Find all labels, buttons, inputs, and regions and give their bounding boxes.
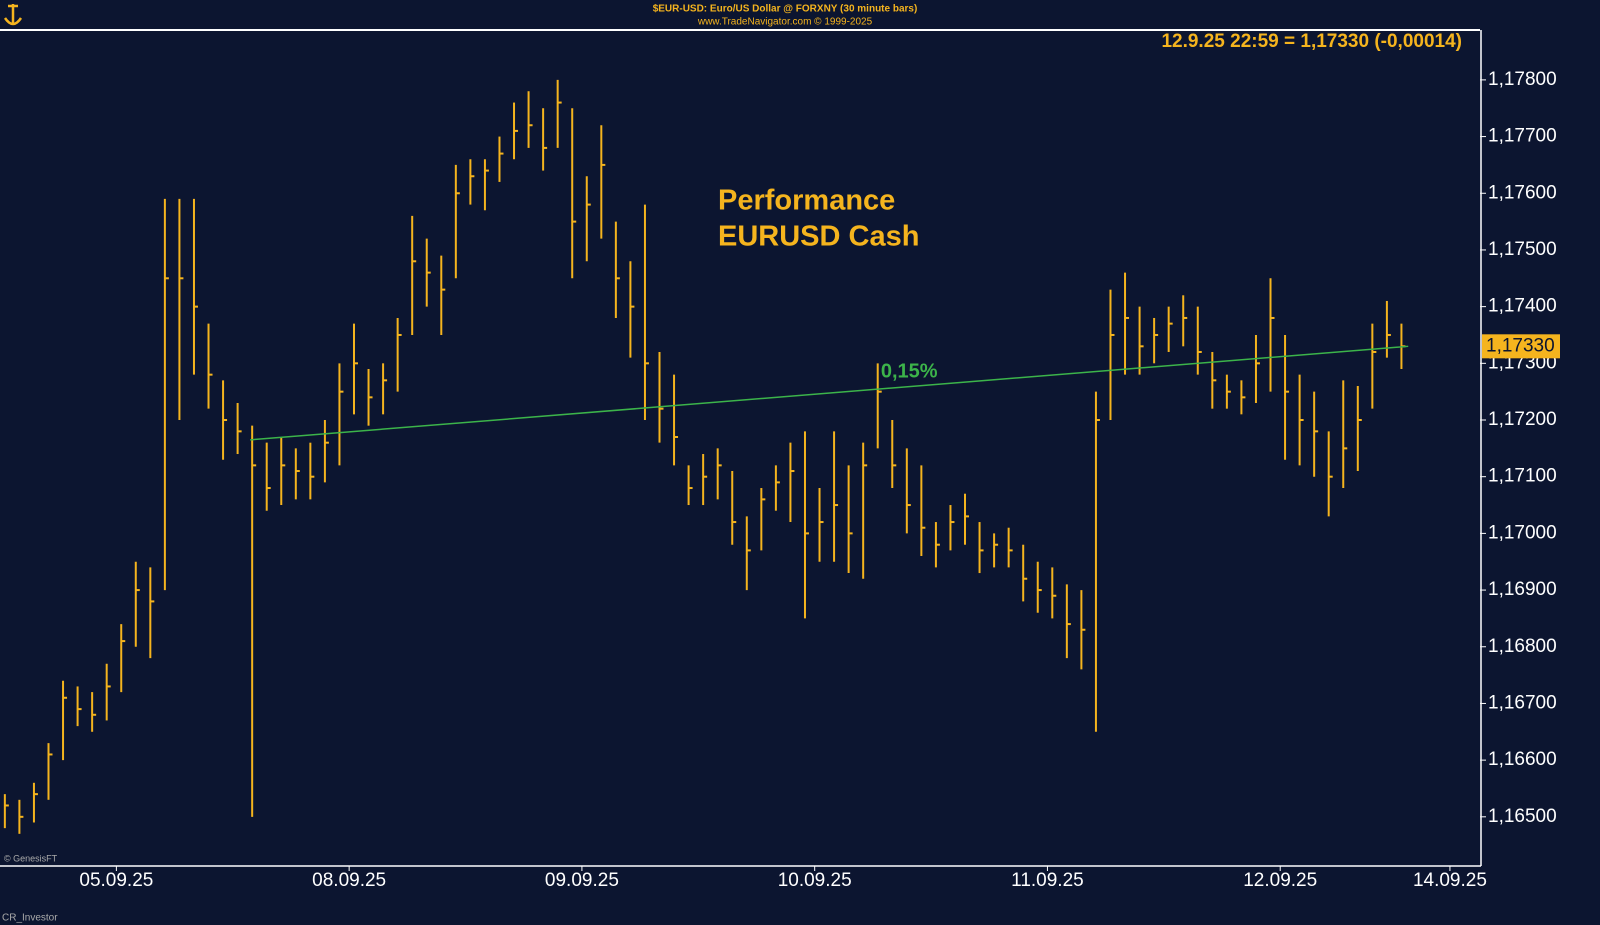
y-tick-label: 1,17600 bbox=[1488, 182, 1557, 203]
trend-line bbox=[250, 345, 1409, 441]
last-price-badge bbox=[1482, 334, 1560, 359]
y-tick-label: 1,17200 bbox=[1488, 409, 1557, 430]
x-tick-label: 05.09.25 bbox=[79, 870, 153, 891]
footnote: © GenesisFT bbox=[4, 853, 58, 863]
last-price-label: 1,17330 bbox=[1486, 335, 1555, 356]
y-tick-label: 1,17100 bbox=[1488, 466, 1557, 487]
trend-label: 0,15% bbox=[881, 360, 938, 382]
logo bbox=[3, 4, 23, 26]
x-tick-label: 11.09.25 bbox=[1011, 870, 1084, 891]
annotation: Performance bbox=[718, 185, 895, 217]
y-tick-label: 1,16600 bbox=[1488, 749, 1557, 770]
y-tick-label: 1,17700 bbox=[1488, 126, 1557, 147]
y-tick-label: 1,16700 bbox=[1488, 692, 1557, 713]
x-tick-label: 09.09.25 bbox=[545, 870, 619, 891]
y-tick-label: 1,16800 bbox=[1488, 636, 1557, 657]
x-tick-label: 14.09.25 bbox=[1413, 870, 1487, 891]
y-tick-label: 1,17000 bbox=[1488, 522, 1557, 543]
y-tick-label: 1,17800 bbox=[1488, 69, 1557, 90]
y-tick-label: 1,17500 bbox=[1488, 239, 1557, 260]
price-header: 12.9.25 22:59 = 1,17330 (-0,00014) bbox=[1161, 31, 1462, 52]
x-tick-label: 10.09.25 bbox=[778, 870, 852, 891]
footnote: CR_Investor bbox=[2, 913, 58, 924]
annotation: EURUSD Cash bbox=[718, 221, 919, 253]
y-tick-label: 1,17400 bbox=[1488, 296, 1557, 317]
y-tick-label: 1,16900 bbox=[1488, 579, 1557, 600]
chart-subtitle: www.TradeNavigator.com © 1999-2025 bbox=[697, 17, 873, 28]
chart-title: $EUR-USD: Euro/US Dollar @ FORXNY (30 mi… bbox=[653, 4, 918, 15]
y-tick-label: 1,16500 bbox=[1488, 806, 1557, 827]
x-tick-label: 08.09.25 bbox=[312, 870, 386, 891]
x-tick-label: 12.09.25 bbox=[1243, 870, 1317, 891]
